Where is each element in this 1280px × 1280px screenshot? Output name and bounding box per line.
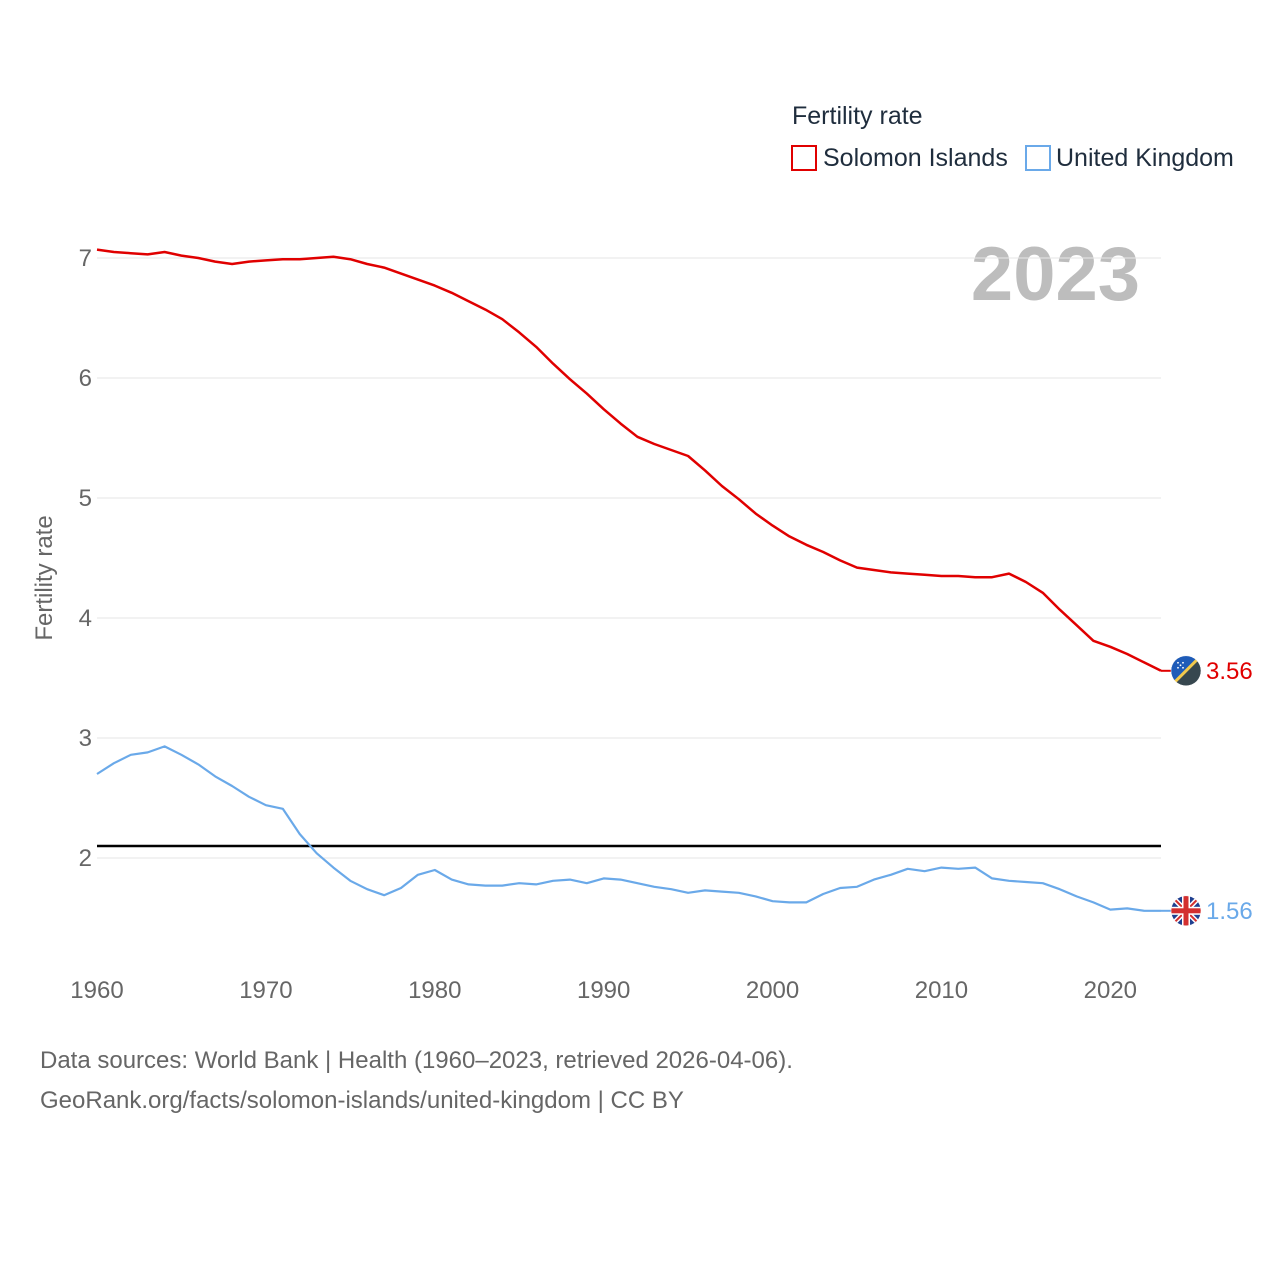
end-value-label: 3.56 — [1206, 658, 1253, 685]
y-tick-label: 4 — [79, 605, 92, 632]
legend-swatch-united-kingdom — [1025, 145, 1051, 171]
legend-label-united-kingdom: United Kingdom — [1056, 144, 1234, 172]
legend-item-solomon-islands[interactable]: Solomon Islands — [791, 144, 1008, 172]
y-tick-label: 7 — [79, 245, 92, 272]
x-tick-label: 2010 — [915, 977, 968, 1004]
x-tick-label: 2020 — [1084, 977, 1137, 1004]
series-end-markers: 3.56 1.56 — [1161, 655, 1253, 927]
y-tick-label: 2 — [79, 845, 92, 872]
y-tick-label: 6 — [79, 365, 92, 392]
grid — [97, 257, 1161, 859]
source-text: Data sources: World Bank | Health (1960–… — [40, 1047, 793, 1074]
solomon-islands-flag-icon — [1170, 655, 1202, 687]
y-tick-label: 3 — [79, 725, 92, 752]
y-tick-label: 5 — [79, 485, 92, 512]
united-kingdom-flag-icon — [1170, 895, 1202, 927]
x-tick-label: 1980 — [408, 977, 461, 1004]
y-axis-ticks: 2 3 4 5 6 7 — [79, 245, 92, 872]
end-value-label: 1.56 — [1206, 898, 1253, 925]
x-tick-label: 1960 — [70, 977, 123, 1004]
x-tick-label: 2000 — [746, 977, 799, 1004]
series-line-solomon-islands[interactable] — [96, 248, 1162, 672]
x-tick-label: 1990 — [577, 977, 630, 1004]
legend: Fertility rate Solomon Islands United Ki… — [791, 102, 1234, 172]
legend-swatch-solomon-islands — [791, 145, 817, 171]
y-axis-title: Fertility rate — [31, 515, 58, 640]
x-axis-ticks: 1960 1970 1980 1990 2000 2010 2020 — [70, 977, 1137, 1004]
year-label: 2023 — [971, 232, 1140, 317]
legend-item-united-kingdom[interactable]: United Kingdom — [1025, 144, 1234, 172]
legend-label-solomon-islands: Solomon Islands — [823, 144, 1008, 172]
series-line-united-kingdom[interactable] — [96, 745, 1161, 912]
series-lines — [96, 248, 1162, 912]
x-tick-label: 1970 — [239, 977, 292, 1004]
source-url[interactable]: GeoRank.org/facts/solomon-islands/united… — [40, 1087, 684, 1114]
legend-title: Fertility rate — [792, 102, 923, 130]
